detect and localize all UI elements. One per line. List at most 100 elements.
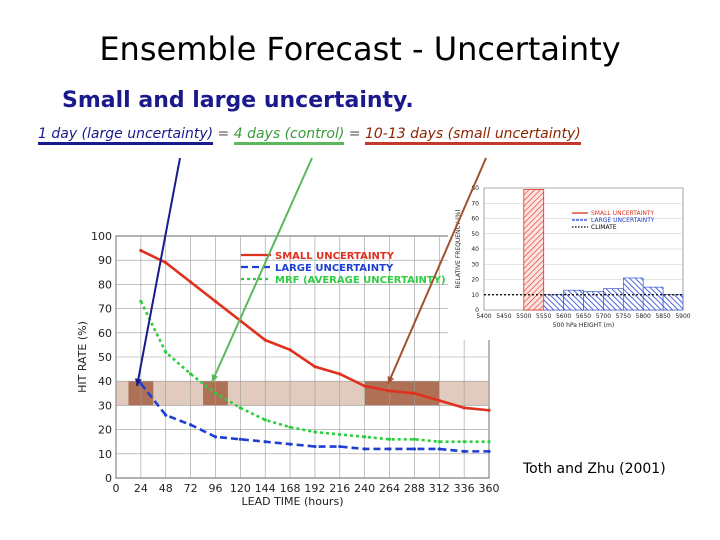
inset-x-tick-label: 5400 bbox=[476, 313, 491, 320]
inset-bar-large bbox=[543, 294, 564, 311]
data-point-small bbox=[213, 299, 218, 303]
data-point-small bbox=[387, 389, 392, 393]
data-point-small bbox=[338, 372, 342, 376]
inset-y-tick-label: 0 bbox=[475, 307, 479, 314]
arrow-small bbox=[387, 157, 487, 385]
data-point-mrf bbox=[288, 425, 292, 429]
x-tick-label: 264 bbox=[379, 482, 400, 495]
inset-x-tick-label: 5900 bbox=[675, 313, 690, 320]
equivalence-line: 1 day (large uncertainty) = 4 days (cont… bbox=[38, 126, 698, 145]
data-point-large bbox=[412, 447, 416, 451]
inset-background bbox=[448, 181, 692, 340]
data-point-mrf bbox=[263, 418, 267, 422]
slide-title: Ensemble Forecast - Uncertainty bbox=[99, 30, 621, 68]
inset-y-tick-label: 80 bbox=[471, 185, 479, 192]
inset-bar-large bbox=[642, 286, 664, 311]
inset-y-tick-label: 40 bbox=[471, 246, 479, 253]
x-tick-label: 216 bbox=[329, 482, 350, 495]
data-point-mrf bbox=[487, 440, 491, 444]
data-point-small bbox=[263, 338, 267, 342]
data-point-mrf bbox=[387, 437, 392, 441]
y-tick-label: 0 bbox=[105, 472, 112, 485]
inset-x-tick-label: 5550 bbox=[536, 313, 551, 320]
equivalence-sign-1: = bbox=[213, 126, 234, 142]
data-point-small bbox=[139, 248, 143, 253]
data-point-large bbox=[238, 437, 242, 441]
arrow-large-head bbox=[134, 378, 142, 386]
series-line-large bbox=[139, 382, 489, 453]
data-point-mrf bbox=[313, 430, 317, 434]
y-axis-label: HIT RATE (%) bbox=[76, 321, 89, 393]
data-point-large bbox=[263, 440, 267, 444]
x-axis-label: LEAD TIME (hours) bbox=[242, 495, 344, 508]
inset-legend-label-large: LARGE UNCERTAINTY bbox=[591, 217, 655, 224]
data-point-small bbox=[363, 384, 367, 388]
equivalence-sign-2: = bbox=[344, 126, 365, 142]
inset-bar-large bbox=[622, 277, 644, 311]
y-tick-label: 100 bbox=[91, 230, 112, 243]
inset-bar-large bbox=[662, 294, 684, 311]
credit-text: Toth and Zhu (2001) bbox=[523, 461, 666, 477]
x-tick-label: 240 bbox=[354, 482, 375, 495]
y-tick-label: 60 bbox=[98, 327, 112, 340]
data-point-mrf bbox=[213, 391, 218, 395]
inset-x-tick-label: 5500 bbox=[516, 313, 531, 320]
inset-x-tick-label: 5700 bbox=[596, 313, 611, 320]
data-point-large bbox=[363, 447, 367, 451]
data-point-small bbox=[437, 398, 441, 403]
data-point-small bbox=[487, 408, 491, 412]
data-point-mrf bbox=[164, 350, 168, 354]
arrow-control-head bbox=[211, 374, 219, 382]
inset-y-axis-label: RELATIVE FREQUENCY (%) bbox=[455, 209, 462, 288]
x-tick-label: 336 bbox=[454, 482, 475, 495]
data-point-mrf bbox=[238, 406, 242, 410]
x-tick-label: 360 bbox=[479, 482, 500, 495]
arrow-control bbox=[211, 157, 313, 383]
x-tick-label: 144 bbox=[255, 482, 276, 495]
inset-y-tick-label: 70 bbox=[471, 200, 479, 207]
equivalence-small: 10-13 days (small uncertainty) bbox=[364, 126, 581, 145]
inset-x-tick-label: 5600 bbox=[556, 313, 571, 320]
y-tick-label: 20 bbox=[98, 424, 112, 437]
y-tick-label: 30 bbox=[98, 399, 112, 412]
data-point-large bbox=[462, 449, 466, 453]
inset-bar-large bbox=[563, 289, 584, 311]
x-tick-label: 120 bbox=[230, 482, 251, 495]
data-point-large bbox=[313, 444, 317, 449]
data-point-mrf bbox=[363, 435, 367, 439]
data-point-small bbox=[288, 348, 292, 352]
slide-subtitle: Small and large uncertainty. bbox=[62, 88, 414, 113]
equivalence-control: 4 days (control) bbox=[233, 126, 345, 145]
x-tick-label: 168 bbox=[280, 482, 301, 495]
inset-y-tick-label: 50 bbox=[471, 231, 479, 238]
data-point-mrf bbox=[462, 440, 466, 444]
data-point-large bbox=[387, 447, 392, 451]
data-point-small bbox=[412, 391, 416, 395]
inset-legend-label-climate: CLIMATE bbox=[591, 224, 617, 231]
data-point-small bbox=[189, 280, 193, 284]
inset-legend-label-small: SMALL UNCERTAINTY bbox=[591, 210, 655, 217]
y-tick-label: 90 bbox=[98, 254, 112, 267]
equivalence-large: 1 day (large uncertainty) bbox=[38, 126, 214, 145]
legend-label-large: LARGE UNCERTAINTY bbox=[275, 263, 394, 274]
y-tick-label: 40 bbox=[98, 375, 112, 388]
x-tick-label: 192 bbox=[304, 482, 325, 495]
inset-bar-small bbox=[523, 189, 545, 311]
inset-x-tick-label: 5750 bbox=[616, 313, 631, 320]
x-tick-label: 288 bbox=[404, 482, 425, 495]
legend-label-small: SMALL UNCERTAINTY bbox=[275, 251, 395, 262]
data-point-mrf bbox=[139, 299, 143, 303]
band-highlight-2 bbox=[364, 381, 390, 406]
y-tick-label: 50 bbox=[98, 351, 112, 364]
data-point-small bbox=[164, 261, 168, 265]
inset-x-tick-label: 5850 bbox=[655, 313, 670, 320]
arrow-small-head bbox=[387, 376, 395, 384]
data-point-large bbox=[288, 442, 292, 446]
x-tick-label: 72 bbox=[184, 482, 198, 495]
y-tick-label: 10 bbox=[98, 448, 112, 461]
data-point-mrf bbox=[437, 440, 441, 444]
arrow-large bbox=[136, 157, 181, 387]
data-point-mrf bbox=[189, 372, 193, 376]
legend-label-mrf: MRF (AVERAGE UNCERTAINTY) bbox=[275, 275, 446, 286]
data-point-large bbox=[189, 423, 193, 427]
